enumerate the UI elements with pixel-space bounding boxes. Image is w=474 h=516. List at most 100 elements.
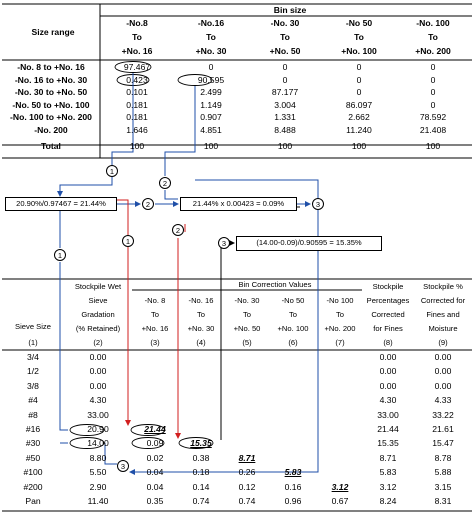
size-range-label: -No. 50 to +No. 100: [12, 99, 90, 110]
bottom-column-header: +No. 100: [277, 324, 309, 333]
gradation-cell: 3.12: [331, 481, 349, 492]
bottom-column-header: Sieve Size: [15, 322, 51, 331]
gradation-cell: 0.09: [146, 438, 164, 449]
step-1-marker: 1: [122, 235, 134, 247]
bottom-column-header: (% Retained): [75, 324, 121, 333]
gradation-cell: 0.14: [192, 481, 210, 492]
gradation-cell: 0.00: [379, 380, 397, 391]
bin-value-cell: 8.488: [274, 125, 296, 135]
sieve-size-cell: #30: [25, 438, 41, 449]
gradation-cell: 0.04: [146, 467, 164, 478]
bin-column-header: To: [354, 32, 364, 42]
gradation-cell: 8.24: [379, 496, 397, 506]
sieve-size-cell: #4: [28, 395, 38, 406]
size-range-label: Total: [41, 140, 61, 151]
gradation-cell: 0.02: [146, 452, 164, 463]
gradation-cell: 0.00: [379, 366, 397, 377]
gradation-cell: 0.74: [238, 496, 256, 506]
bin-value-cell: 0: [356, 87, 362, 98]
bin-value-cell: 1.149: [200, 99, 222, 110]
bin-value-cell: 0.101: [126, 87, 148, 98]
step-3-marker: 3: [312, 198, 324, 210]
step-3-marker: 3: [117, 460, 129, 472]
bin-value-cell: 3.004: [274, 99, 296, 110]
gradation-cell: 2.90: [89, 481, 107, 492]
gradation-cell: 11.40: [87, 496, 109, 506]
calc-box-2: 21.44% x 0.00423 = 0.09%: [180, 197, 297, 211]
gradation-cell: 15.35: [377, 438, 399, 449]
bin-value-cell: 1.646: [126, 125, 148, 135]
bottom-column-header: Stockpile: [372, 282, 404, 291]
bin-value-cell: 0.907: [200, 112, 222, 123]
bottom-column-header: (7): [335, 338, 345, 347]
bin-column-header: -No. 100: [416, 18, 450, 28]
bin-value-cell: 2.499: [200, 87, 222, 98]
gradation-cell: 0.00: [434, 366, 452, 377]
bin-value-cell: 1.331: [274, 112, 296, 123]
gradation-cell: 5.88: [434, 467, 452, 478]
bin-value-cell: 11.240: [346, 125, 372, 135]
sieve-size-cell: #8: [28, 409, 38, 420]
bin-value-cell: 0: [430, 74, 436, 85]
sieve-size-cell: 3/8: [27, 380, 39, 391]
bin-column-header: -No. 30: [270, 18, 300, 28]
bin-value-cell: 87.177: [271, 87, 299, 98]
bottom-column-header: To: [150, 310, 160, 319]
gradation-cell: 5.83: [379, 467, 397, 478]
bottom-column-header: Fines and: [426, 310, 460, 319]
gradation-cell: 0.12: [238, 481, 256, 492]
bin-value-cell: 100: [203, 140, 219, 151]
gradation-cell: 8.78: [434, 452, 452, 463]
gradation-cell: 3.12: [379, 481, 397, 492]
bin-value-cell: 100: [351, 140, 367, 151]
bin-value-cell: 0: [430, 87, 436, 98]
bin-value-cell: 4.851: [200, 125, 222, 135]
bin-column-header: +No. 50: [269, 46, 301, 56]
step-1-marker: 1: [106, 165, 118, 177]
bin-value-cell: 90.595: [197, 74, 225, 85]
bin-column-header: To: [280, 32, 290, 42]
bottom-column-header: +No. 30: [187, 324, 215, 333]
bin-column-header: To: [132, 32, 142, 42]
bin-value-cell: 0.181: [126, 99, 148, 110]
bottom-column-header: (5): [242, 338, 252, 347]
bottom-column-header: To: [242, 310, 252, 319]
gradation-cell: 33.00: [87, 409, 109, 420]
sieve-size-cell: #100: [23, 467, 43, 478]
size-range-label: -No. 30 to +No. 50: [14, 87, 88, 98]
bottom-column-header: -No 100: [326, 296, 354, 305]
bottom-column-header: (8): [383, 338, 393, 347]
bin-size-header: Bin size: [273, 5, 307, 15]
bottom-column-header: -No. 16: [188, 296, 214, 305]
bottom-column-header: +No. 200: [324, 324, 356, 333]
bin-value-cell: 0.423: [126, 74, 148, 85]
bottom-column-header: To: [288, 310, 298, 319]
gradation-cell: 8.71: [379, 452, 397, 463]
bin-column-header: +No. 200: [415, 46, 451, 56]
gradation-cell: 0.00: [434, 352, 452, 362]
sieve-size-cell: #50: [25, 452, 41, 463]
bin-value-cell: 0: [356, 74, 362, 85]
bin-value-cell: 100: [129, 140, 145, 151]
sieve-size-cell: 1/2: [27, 366, 39, 377]
bottom-column-header: +No. 16: [141, 324, 169, 333]
gradation-cell: 0.04: [146, 481, 164, 492]
bottom-column-header: Corrected: [371, 310, 405, 319]
bin-value-cell: 100: [277, 140, 293, 151]
calc-box-3: (14.00-0.09)/0.90595 = 15.35%: [236, 236, 382, 251]
bottom-column-header: (9): [438, 338, 448, 347]
bottom-column-header: To: [196, 310, 206, 319]
bottom-column-header: Moisture: [428, 324, 458, 333]
bottom-column-header: Percentages: [366, 296, 410, 305]
bin-value-cell: 86.097: [345, 99, 373, 110]
gradation-cell: 0.35: [146, 496, 164, 506]
gradation-cell: 14.00: [87, 438, 109, 449]
bottom-column-header: -No. 30: [234, 296, 260, 305]
step-1-marker: 1: [54, 249, 66, 261]
gradation-cell: 21.61: [432, 424, 454, 434]
gradation-cell: 8.80: [89, 452, 107, 463]
bin-value-cell: 0.181: [126, 112, 148, 123]
step-2-marker: 2: [142, 198, 154, 210]
calc-box-1: 20.90%/0.97467 = 21.44%: [5, 197, 117, 211]
